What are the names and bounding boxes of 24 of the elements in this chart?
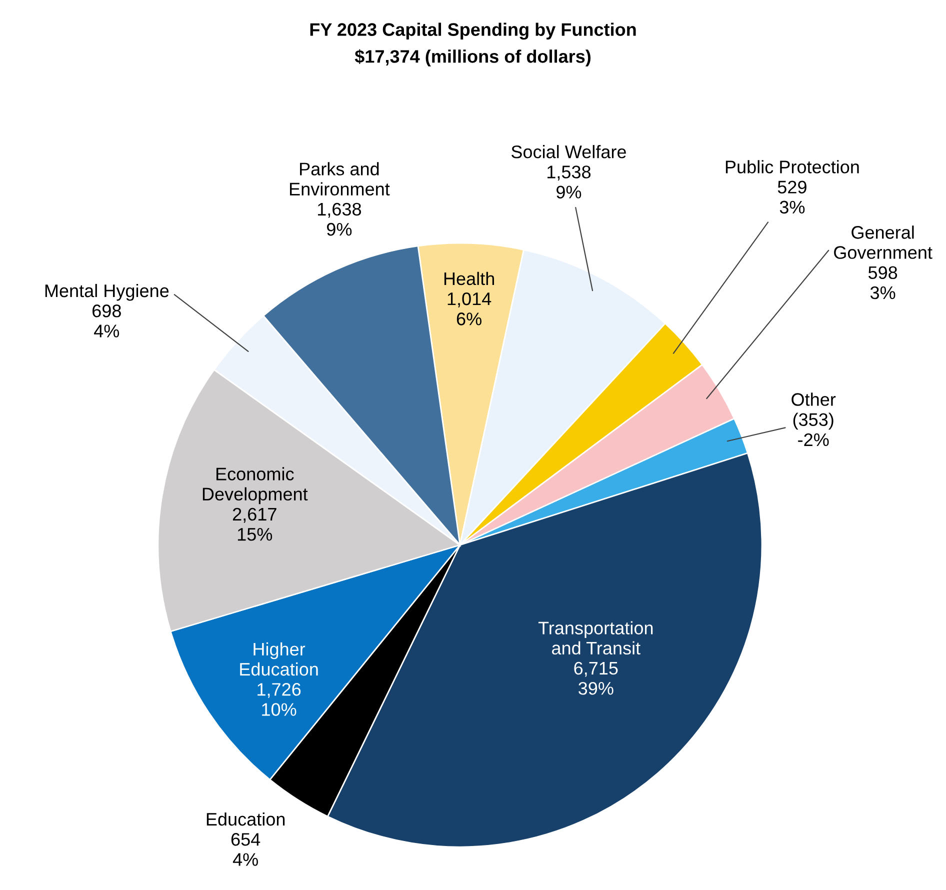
data-label: 1,726 10% <box>258 683 301 716</box>
data-label: 598 3% <box>868 266 898 300</box>
data-label: (353) -2% <box>793 412 834 446</box>
slice-label: Mental Hygiene <box>45 284 169 301</box>
data-label: 529 3% <box>778 180 806 214</box>
data-label: 1,014 6% <box>448 292 492 326</box>
slice-label: Public Protection <box>726 160 859 174</box>
slice-label: Transportation and Transit <box>538 621 653 655</box>
slice-label: General Government <box>834 226 932 259</box>
slice-label: Social Welfare <box>512 145 626 158</box>
data-label: 6,715 39% <box>574 662 618 695</box>
data-label: 698 4% <box>92 304 121 338</box>
slice-label: Parks and Environment <box>290 162 390 196</box>
slice-label: Economic Development <box>202 467 308 504</box>
data-label: 654 4% <box>231 833 260 866</box>
slice-label: Other <box>792 392 836 406</box>
slice-label: Health <box>444 272 494 286</box>
data-label: 1,538 9% <box>548 166 591 198</box>
chart-title: FY 2023 Capital Spending by Function <box>310 22 636 40</box>
slice-label: Higher Education <box>240 642 318 676</box>
chart-subtitle: $17,374 (millions of dollars) <box>354 49 591 66</box>
data-label: 1,638 9% <box>318 202 362 236</box>
slice-label: Education <box>206 812 285 826</box>
data-label: 2,617 15% <box>232 508 276 541</box>
